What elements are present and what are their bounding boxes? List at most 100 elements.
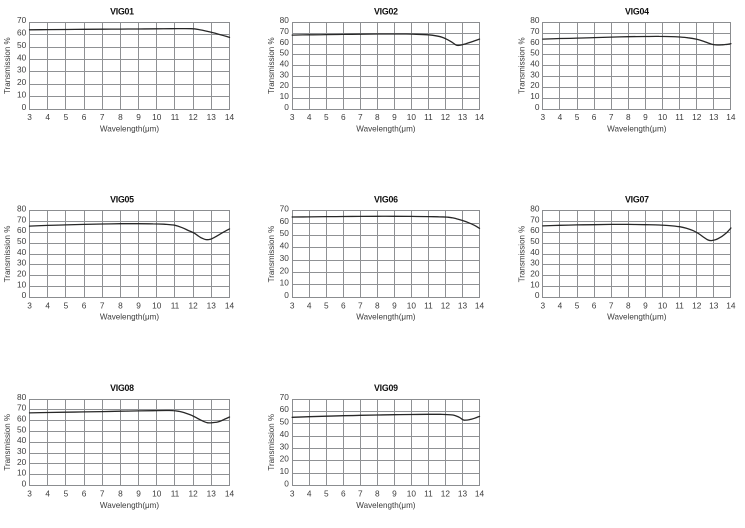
svg-text:60: 60 <box>17 413 27 423</box>
svg-text:Wavelength(μm): Wavelength(μm) <box>607 124 667 133</box>
svg-text:40: 40 <box>530 247 540 257</box>
svg-text:70: 70 <box>280 26 290 36</box>
svg-text:VIG04: VIG04 <box>625 6 649 16</box>
svg-text:14: 14 <box>225 112 235 122</box>
svg-text:0: 0 <box>284 290 289 300</box>
svg-text:6: 6 <box>82 300 87 310</box>
svg-text:5: 5 <box>64 489 69 499</box>
svg-text:10: 10 <box>152 112 162 122</box>
svg-text:11: 11 <box>424 489 433 499</box>
svg-text:3: 3 <box>27 112 32 122</box>
svg-text:VIG08: VIG08 <box>110 383 134 393</box>
svg-text:13: 13 <box>709 300 719 310</box>
svg-text:12: 12 <box>441 300 451 310</box>
svg-text:Wavelength(μm): Wavelength(μm) <box>100 501 160 510</box>
svg-text:7: 7 <box>100 300 105 310</box>
svg-text:9: 9 <box>643 300 648 310</box>
svg-text:80: 80 <box>17 392 27 402</box>
svg-text:10: 10 <box>658 300 668 310</box>
svg-text:14: 14 <box>475 489 485 499</box>
svg-text:10: 10 <box>530 91 540 101</box>
svg-text:11: 11 <box>675 300 684 310</box>
svg-text:10: 10 <box>280 278 290 288</box>
svg-text:60: 60 <box>530 37 540 47</box>
svg-text:10: 10 <box>407 300 417 310</box>
svg-text:30: 30 <box>280 69 290 79</box>
svg-text:10: 10 <box>152 300 162 310</box>
svg-text:8: 8 <box>375 489 380 499</box>
svg-text:11: 11 <box>171 112 180 122</box>
svg-text:30: 30 <box>17 65 27 75</box>
svg-text:12: 12 <box>692 300 702 310</box>
svg-text:60: 60 <box>280 37 290 47</box>
svg-text:3: 3 <box>27 300 32 310</box>
svg-text:11: 11 <box>424 112 433 122</box>
svg-text:VIG07: VIG07 <box>625 195 649 205</box>
svg-text:Transmission %: Transmission % <box>517 37 526 94</box>
svg-text:7: 7 <box>609 112 614 122</box>
svg-text:13: 13 <box>207 300 217 310</box>
svg-text:13: 13 <box>207 489 217 499</box>
svg-text:14: 14 <box>726 300 736 310</box>
svg-text:60: 60 <box>17 28 27 38</box>
svg-text:60: 60 <box>17 225 27 235</box>
svg-text:40: 40 <box>17 435 27 445</box>
svg-text:50: 50 <box>17 424 27 434</box>
svg-text:Transmission %: Transmission % <box>3 37 12 94</box>
svg-text:Wavelength(μm): Wavelength(μm) <box>356 124 416 133</box>
svg-text:12: 12 <box>188 300 198 310</box>
svg-text:40: 40 <box>280 59 290 69</box>
svg-text:13: 13 <box>709 112 719 122</box>
svg-text:4: 4 <box>558 112 563 122</box>
svg-text:5: 5 <box>324 300 329 310</box>
svg-text:50: 50 <box>17 40 27 50</box>
svg-text:VIG09: VIG09 <box>374 383 398 393</box>
svg-text:11: 11 <box>171 489 180 499</box>
svg-text:9: 9 <box>136 489 141 499</box>
svg-text:0: 0 <box>284 478 289 488</box>
svg-text:3: 3 <box>290 112 295 122</box>
svg-text:12: 12 <box>188 112 198 122</box>
svg-text:20: 20 <box>17 457 27 467</box>
svg-text:10: 10 <box>17 279 27 289</box>
svg-text:70: 70 <box>530 214 540 224</box>
svg-text:40: 40 <box>17 52 27 62</box>
svg-text:12: 12 <box>188 489 198 499</box>
svg-text:80: 80 <box>530 15 540 25</box>
svg-text:60: 60 <box>530 225 540 235</box>
svg-text:6: 6 <box>341 489 346 499</box>
svg-text:Wavelength(μm): Wavelength(μm) <box>100 313 160 322</box>
svg-text:20: 20 <box>530 268 540 278</box>
svg-text:0: 0 <box>284 102 289 112</box>
svg-text:3: 3 <box>27 489 32 499</box>
svg-text:40: 40 <box>530 59 540 69</box>
svg-text:0: 0 <box>535 102 540 112</box>
svg-text:30: 30 <box>530 69 540 79</box>
svg-text:20: 20 <box>17 268 27 278</box>
svg-text:80: 80 <box>530 204 540 214</box>
svg-text:50: 50 <box>530 236 540 246</box>
svg-text:40: 40 <box>17 247 27 257</box>
svg-text:Transmission %: Transmission % <box>3 226 12 283</box>
svg-text:50: 50 <box>17 236 27 246</box>
svg-text:Transmission %: Transmission % <box>3 414 12 471</box>
svg-text:3: 3 <box>290 300 295 310</box>
svg-text:0: 0 <box>22 102 27 112</box>
svg-text:10: 10 <box>407 112 417 122</box>
svg-text:14: 14 <box>726 112 736 122</box>
svg-text:7: 7 <box>609 300 614 310</box>
svg-text:9: 9 <box>392 300 397 310</box>
svg-text:5: 5 <box>64 112 69 122</box>
svg-text:Wavelength(μm): Wavelength(μm) <box>607 313 667 322</box>
svg-text:30: 30 <box>17 446 27 456</box>
svg-text:50: 50 <box>280 417 290 427</box>
svg-text:10: 10 <box>658 112 668 122</box>
svg-text:3: 3 <box>540 300 545 310</box>
svg-text:14: 14 <box>475 112 485 122</box>
svg-text:Wavelength(μm): Wavelength(μm) <box>100 124 160 133</box>
svg-text:0: 0 <box>22 290 27 300</box>
svg-text:9: 9 <box>392 112 397 122</box>
svg-text:8: 8 <box>375 300 380 310</box>
svg-text:12: 12 <box>441 489 451 499</box>
svg-text:Wavelength(μm): Wavelength(μm) <box>356 313 416 322</box>
